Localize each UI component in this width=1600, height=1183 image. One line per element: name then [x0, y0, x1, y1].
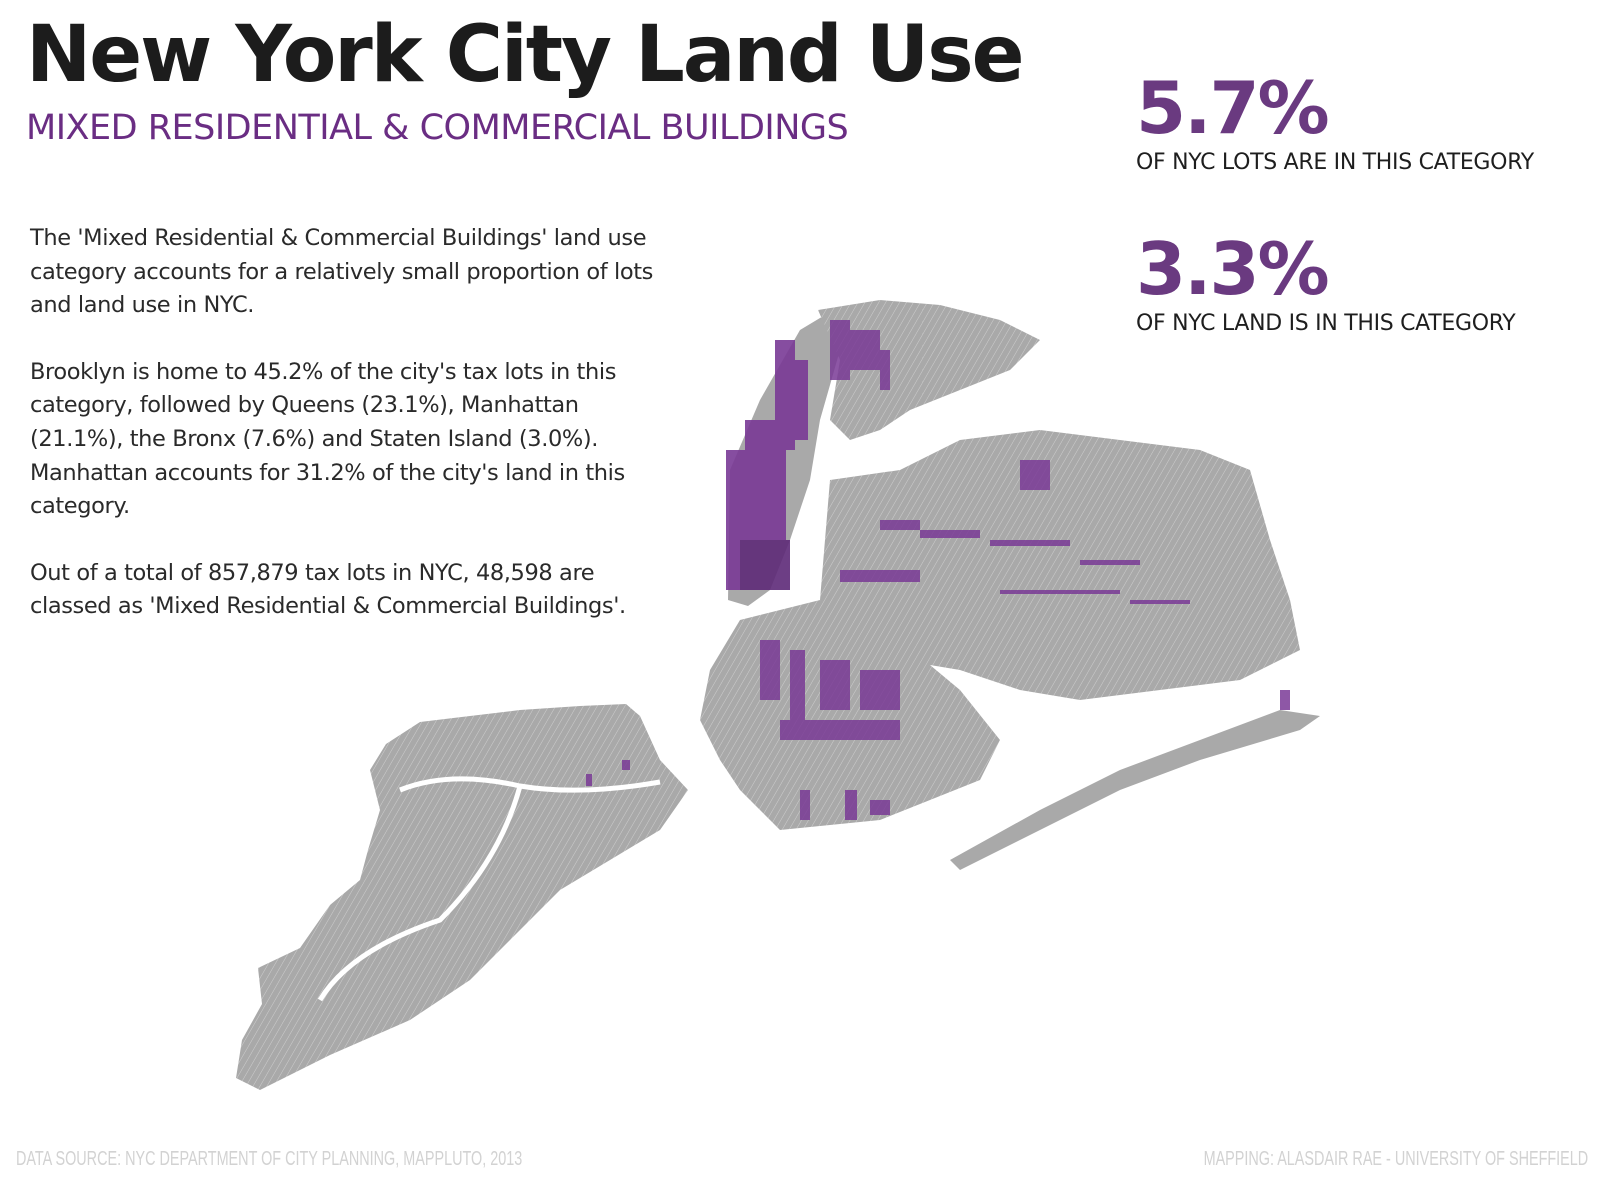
stat-lots-value: 5.7% — [1136, 66, 1330, 150]
description-paragraph: Out of a total of 857,879 tax lots in NY… — [30, 559, 626, 620]
description-paragraph: Brooklyn is home to 45.2% of the city's … — [30, 358, 625, 520]
stat-land-value: 3.3% — [1136, 227, 1330, 311]
description: The 'Mixed Residential & Commercial Buil… — [30, 222, 670, 657]
stat-lots-label: OF NYC LOTS ARE IN THIS CATEGORY — [1136, 150, 1534, 175]
stat-land-label: OF NYC LAND IS IN THIS CATEGORY — [1136, 311, 1516, 336]
page-subtitle: MIXED RESIDENTIAL & COMMERCIAL BUILDINGS — [26, 108, 849, 148]
data-source-credit: DATA SOURCE: NYC DEPARTMENT OF CITY PLAN… — [16, 1148, 523, 1170]
rockaway — [950, 710, 1320, 870]
page-title: New York City Land Use — [26, 10, 1025, 100]
mapping-credit: MAPPING: ALASDAIR RAE - UNIVERSITY OF SH… — [1203, 1148, 1588, 1170]
queens — [820, 430, 1300, 700]
description-paragraph: The 'Mixed Residential & Commercial Buil… — [30, 225, 653, 319]
stat-land: 3.3% OF NYC LAND IS IN THIS CATEGORY — [1136, 227, 1516, 336]
stat-lots: 5.7% OF NYC LOTS ARE IN THIS CATEGORY — [1136, 72, 1534, 175]
